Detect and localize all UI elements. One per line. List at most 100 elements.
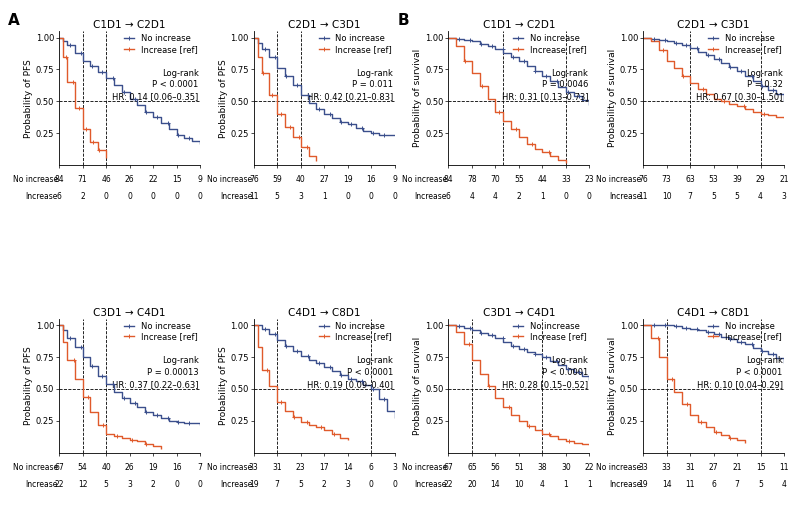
Text: 40: 40 (296, 175, 306, 184)
Text: 0: 0 (369, 480, 374, 488)
Text: 14: 14 (491, 480, 500, 488)
Text: 9: 9 (392, 175, 397, 184)
Text: 6: 6 (446, 192, 451, 201)
Text: 0: 0 (174, 192, 179, 201)
Text: 15: 15 (756, 463, 765, 472)
Text: 30: 30 (561, 463, 571, 472)
Text: 84: 84 (444, 175, 453, 184)
Text: 5: 5 (758, 480, 763, 488)
Text: 23: 23 (296, 463, 306, 472)
Text: 11: 11 (249, 192, 258, 201)
Text: 0: 0 (369, 192, 374, 201)
Text: 40: 40 (101, 463, 111, 472)
Text: 22: 22 (54, 480, 64, 488)
Text: 19: 19 (148, 463, 158, 472)
Y-axis label: Probability of survival: Probability of survival (608, 337, 617, 435)
Text: 20: 20 (467, 480, 477, 488)
Text: 5: 5 (275, 192, 280, 201)
Text: 1: 1 (540, 192, 545, 201)
Text: No increase: No increase (402, 175, 447, 184)
Text: 53: 53 (708, 175, 719, 184)
Text: 65: 65 (467, 463, 477, 472)
Text: 59: 59 (273, 175, 282, 184)
Text: 3: 3 (299, 192, 303, 201)
Text: 19: 19 (638, 480, 648, 488)
Text: 67: 67 (444, 463, 453, 472)
Title: C1D1 → C2D1: C1D1 → C2D1 (482, 20, 556, 31)
Text: 4: 4 (493, 192, 498, 201)
Text: No increase: No increase (597, 175, 641, 184)
Text: 2: 2 (322, 480, 327, 488)
Legend: No increase, Increase [ref]: No increase, Increase [ref] (124, 322, 197, 341)
Y-axis label: Probability of PFS: Probability of PFS (24, 59, 33, 138)
Text: 0: 0 (392, 480, 397, 488)
Text: 67: 67 (54, 463, 64, 472)
Text: 3: 3 (782, 192, 786, 201)
Y-axis label: Probability of survival: Probability of survival (413, 49, 422, 147)
Text: 33: 33 (662, 463, 671, 472)
Text: 2: 2 (151, 480, 155, 488)
Text: 0: 0 (563, 192, 568, 201)
Legend: No increase, Increase [ref]: No increase, Increase [ref] (708, 322, 782, 341)
Text: 31: 31 (686, 463, 695, 472)
Y-axis label: Probability of PFS: Probability of PFS (218, 59, 228, 138)
Legend: No increase, Increase [ref]: No increase, Increase [ref] (318, 322, 392, 341)
Text: 38: 38 (537, 463, 547, 472)
Y-axis label: Probability of PFS: Probability of PFS (24, 346, 33, 425)
Text: No increase: No increase (207, 463, 252, 472)
Text: 15: 15 (172, 175, 181, 184)
Text: No increase: No increase (597, 463, 641, 472)
Text: 26: 26 (125, 175, 135, 184)
Text: No increase: No increase (13, 463, 58, 472)
Text: Log-rank
P < 0.0001
HR: 0.10 [0.04–0.29]: Log-rank P < 0.0001 HR: 0.10 [0.04–0.29] (697, 356, 782, 389)
Text: 11: 11 (686, 480, 695, 488)
Text: 16: 16 (366, 175, 376, 184)
Text: 33: 33 (249, 463, 258, 472)
Title: C4D1 → C8D1: C4D1 → C8D1 (678, 308, 750, 318)
Text: 0: 0 (174, 480, 179, 488)
Text: 19: 19 (343, 175, 352, 184)
Text: 0: 0 (345, 192, 350, 201)
Text: 54: 54 (78, 463, 87, 472)
Text: 4: 4 (758, 192, 763, 201)
Y-axis label: Probability of survival: Probability of survival (413, 337, 422, 435)
Text: 22: 22 (585, 463, 594, 472)
Text: 4: 4 (782, 480, 786, 488)
Text: 11: 11 (638, 192, 648, 201)
Text: 1: 1 (587, 480, 592, 488)
Text: 7: 7 (198, 463, 203, 472)
Text: 78: 78 (467, 175, 477, 184)
Text: 51: 51 (514, 463, 524, 472)
Text: 4: 4 (470, 192, 474, 201)
Text: 5: 5 (734, 192, 739, 201)
Text: Log-rank
P < 0.0001
HR: 0.14 [0.06–0.35]: Log-rank P < 0.0001 HR: 0.14 [0.06–0.35] (113, 69, 199, 101)
Text: 2: 2 (516, 192, 522, 201)
Text: 33: 33 (638, 463, 648, 472)
Text: Log-rank
P < 0.0001
HR: 0.28 [0.15–0.52]: Log-rank P < 0.0001 HR: 0.28 [0.15–0.52] (502, 356, 588, 389)
Text: 0: 0 (392, 192, 397, 201)
Legend: No increase, Increase [ref]: No increase, Increase [ref] (708, 34, 782, 53)
Text: Increase: Increase (220, 192, 252, 201)
Text: 22: 22 (148, 175, 158, 184)
Text: 5: 5 (711, 192, 716, 201)
Title: C2D1 → C3D1: C2D1 → C3D1 (288, 20, 361, 31)
Text: B: B (398, 13, 410, 28)
Title: C3D1 → C4D1: C3D1 → C4D1 (93, 308, 165, 318)
Text: 3: 3 (127, 480, 132, 488)
Text: 3: 3 (392, 463, 397, 472)
Text: Increase: Increase (609, 480, 641, 488)
Text: 39: 39 (732, 175, 742, 184)
Text: 16: 16 (172, 463, 181, 472)
Text: 26: 26 (125, 463, 135, 472)
Text: 2: 2 (80, 192, 85, 201)
Legend: No increase, Increase [ref]: No increase, Increase [ref] (513, 322, 586, 341)
Text: Log-rank
P = 0.32
HR: 0.67 [0.30–1.50]: Log-rank P = 0.32 HR: 0.67 [0.30–1.50] (697, 69, 782, 101)
Text: 29: 29 (756, 175, 765, 184)
Legend: No increase, Increase [ref]: No increase, Increase [ref] (124, 34, 197, 53)
Text: A: A (8, 13, 20, 28)
Text: 17: 17 (319, 463, 329, 472)
Text: 70: 70 (490, 175, 500, 184)
Text: 9: 9 (198, 175, 203, 184)
Text: 21: 21 (779, 175, 788, 184)
Text: 0: 0 (587, 192, 592, 201)
